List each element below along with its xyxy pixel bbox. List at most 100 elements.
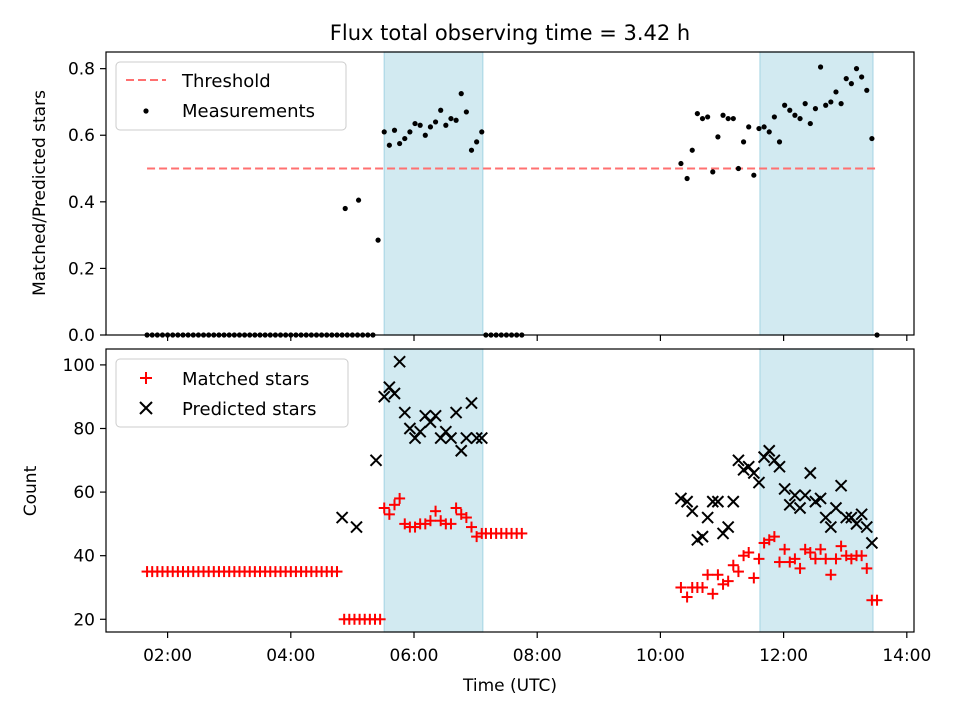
matched-star-marker bbox=[825, 569, 837, 581]
measurement-point bbox=[386, 142, 392, 148]
matched-star-marker bbox=[675, 581, 687, 593]
measurement-point bbox=[797, 115, 803, 122]
measurement-point bbox=[381, 129, 387, 135]
predicted-star-marker bbox=[369, 454, 383, 467]
predicted-star-marker bbox=[860, 520, 873, 534]
predicted-star-marker bbox=[850, 517, 863, 531]
measurement-point bbox=[802, 101, 808, 107]
predicted-star-marker bbox=[350, 520, 363, 534]
matched-star-marker bbox=[732, 566, 744, 578]
matched-star-marker bbox=[815, 543, 827, 555]
measurement-point bbox=[720, 112, 726, 118]
matched-star-marker bbox=[702, 569, 714, 581]
predicted-star-marker bbox=[819, 511, 832, 524]
measurement-point bbox=[848, 81, 854, 87]
matched-star-marker bbox=[712, 569, 724, 581]
measurement-point bbox=[746, 124, 752, 130]
measurement-point bbox=[730, 115, 736, 122]
matched-star-marker bbox=[753, 553, 765, 565]
matched-star-marker bbox=[804, 547, 816, 559]
predicted-star-marker bbox=[475, 431, 488, 445]
measurement-point bbox=[402, 135, 408, 142]
legend-threshold-label: Threshold bbox=[181, 71, 271, 92]
matched-star-marker bbox=[748, 572, 760, 584]
matched-star-marker bbox=[768, 531, 780, 543]
predicted-star-marker bbox=[783, 498, 796, 512]
x-tick-label: 12:00 bbox=[759, 646, 808, 666]
measurement-point bbox=[443, 122, 449, 128]
measurement-point bbox=[823, 102, 829, 108]
matched-star-marker bbox=[835, 540, 847, 552]
top-y-axis-label: Matched/Predicted stars bbox=[30, 90, 50, 296]
predicted-star-marker bbox=[752, 476, 766, 489]
predicted-star-marker bbox=[747, 466, 761, 480]
x-tick-label: 02:00 bbox=[143, 646, 192, 666]
measurement-point bbox=[833, 89, 839, 95]
y-tick-label: 40 bbox=[73, 547, 95, 567]
matched-star-marker bbox=[871, 594, 883, 606]
bottom-panel: 20 40 60 80 100 02:00 04:00 06:00 08:00 10:00 12:… bbox=[21, 348, 931, 696]
measurement-point bbox=[407, 129, 413, 135]
x-axis-label: Time (UTC) bbox=[462, 676, 557, 696]
measurement-point bbox=[782, 102, 788, 108]
x-tick-label: 04:00 bbox=[266, 646, 315, 666]
matched-star-marker bbox=[861, 562, 873, 574]
measurement-point bbox=[468, 147, 475, 153]
matched-star-marker bbox=[722, 575, 734, 587]
measurement-point bbox=[448, 115, 454, 122]
predicted-star-marker bbox=[686, 504, 699, 518]
legend-matched-swatch bbox=[140, 372, 152, 384]
predicted-star-marker bbox=[804, 466, 817, 480]
matched-star-marker bbox=[450, 502, 462, 514]
measurement-point bbox=[869, 135, 875, 142]
matched-star-marker bbox=[331, 566, 343, 578]
shaded-interval bbox=[759, 348, 874, 633]
top-legend-box bbox=[115, 61, 347, 131]
x-tick-label: 10:00 bbox=[636, 646, 685, 666]
predicted-star-marker bbox=[732, 454, 745, 467]
y-tick-label: 0.8 bbox=[68, 60, 95, 80]
measurement-point bbox=[391, 127, 398, 133]
measurement-point bbox=[417, 122, 423, 128]
shaded-interval bbox=[759, 51, 874, 336]
predicted-star-marker bbox=[834, 479, 848, 492]
predicted-star-marker bbox=[465, 396, 478, 410]
matched-star-marker bbox=[374, 613, 386, 625]
matched-star-marker bbox=[430, 505, 442, 517]
measurement-point bbox=[438, 107, 444, 113]
predicted-star-marker bbox=[455, 444, 468, 457]
y-tick-label: 80 bbox=[73, 419, 95, 439]
measurement-point bbox=[375, 237, 381, 243]
measurement-point bbox=[843, 76, 849, 82]
legend-predicted-label: Predicted stars bbox=[182, 399, 316, 420]
predicted-star-marker bbox=[763, 444, 776, 457]
legend-matched-label: Matched stars bbox=[182, 369, 309, 390]
y-tick-label: 0.0 bbox=[68, 326, 95, 346]
measurement-point bbox=[678, 160, 684, 167]
bottom-plot-frame bbox=[105, 348, 915, 633]
x-tick-label: 08:00 bbox=[513, 646, 562, 666]
predicted-star-marker bbox=[413, 425, 427, 438]
predicted-star-marker bbox=[721, 520, 735, 534]
top-x-ticks bbox=[167, 335, 908, 341]
measurement-point bbox=[725, 115, 731, 122]
chart-title: Flux total observing time = 3.42 h bbox=[330, 21, 690, 45]
predicted-star-marker bbox=[829, 501, 843, 515]
predicted-star-marker bbox=[393, 355, 406, 368]
predicted-star-marker bbox=[378, 390, 391, 403]
measurement-point bbox=[740, 139, 747, 145]
measurement-point bbox=[699, 115, 706, 122]
predicted-star-marker bbox=[429, 409, 442, 422]
y-tick-label: 0.6 bbox=[68, 126, 95, 146]
predicted-star-marker bbox=[460, 431, 473, 445]
matched-star-marker bbox=[445, 518, 457, 530]
legend-predicted-swatch bbox=[139, 401, 153, 415]
measurement-point bbox=[715, 134, 721, 140]
matched-star-marker bbox=[779, 543, 791, 555]
matched-star-marker bbox=[727, 559, 739, 571]
top-plot-frame bbox=[105, 51, 915, 336]
measurement-point bbox=[859, 74, 865, 80]
predicted-star-marker bbox=[788, 489, 802, 502]
measurement-point bbox=[771, 114, 777, 120]
predicted-star-marker bbox=[706, 495, 719, 508]
